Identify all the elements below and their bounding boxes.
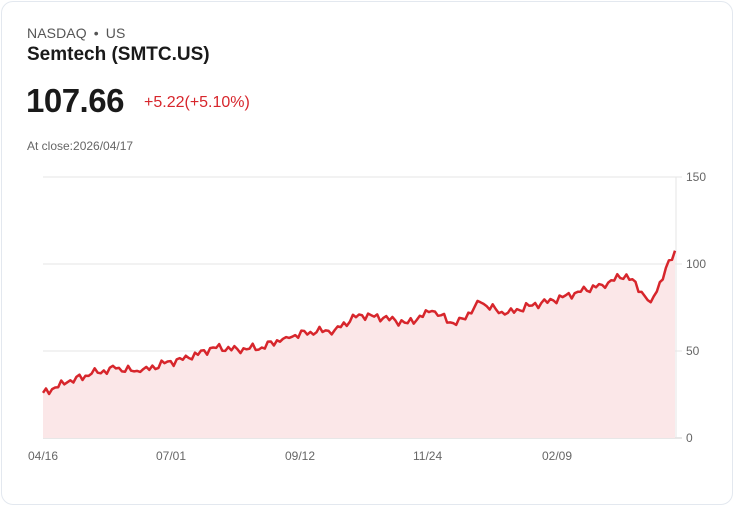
x-axis: 04/16 07/01 09/12 11/24 02/09 [28, 449, 572, 463]
y-tick-label: 150 [686, 170, 706, 184]
exchange-name: NASDAQ [27, 25, 87, 41]
price-change: +5.22(+5.10%) [144, 94, 250, 111]
close-timestamp: At close:2026/04/17 [27, 139, 134, 153]
separator-dot: • [93, 25, 99, 41]
y-axis: 150 100 50 0 [686, 170, 706, 445]
x-tick-label: 11/24 [413, 449, 442, 463]
y-tick-label: 50 [686, 344, 700, 358]
x-tick-label: 04/16 [28, 449, 58, 463]
x-tick-label: 07/01 [156, 449, 186, 463]
exchange-line: NASDAQ • US [27, 25, 125, 41]
last-price: 107.66 [26, 82, 124, 119]
x-tick-label: 09/12 [285, 449, 315, 463]
stock-title: Semtech (SMTC.US) [27, 44, 210, 65]
region-label: US [105, 25, 126, 41]
y-tick-label: 0 [686, 431, 693, 445]
x-tick-label: 02/09 [542, 449, 572, 463]
y-tick-label: 100 [686, 257, 706, 271]
price-line [41, 250, 677, 396]
price-chart[interactable]: 150 100 50 0 04/16 07/01 09/12 11/24 02/… [0, 160, 736, 470]
price-area-fill [43, 250, 675, 438]
